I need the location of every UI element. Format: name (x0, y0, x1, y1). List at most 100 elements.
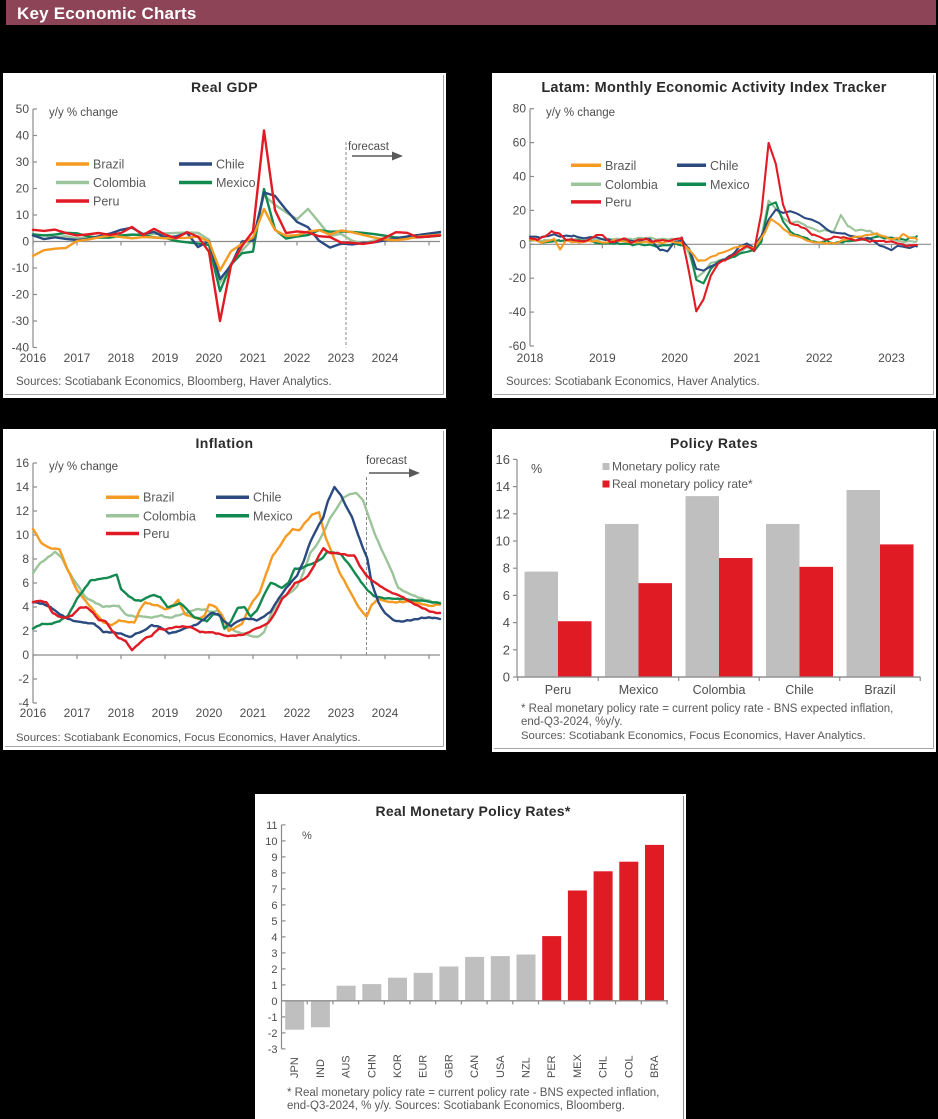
svg-text:Latam: Monthly Economic Activi: Latam: Monthly Economic Activity Index T… (541, 80, 886, 96)
svg-text:5: 5 (271, 916, 277, 928)
svg-text:Inflation: Inflation (195, 435, 253, 451)
svg-text:Sources: Scotiabank Economics,: Sources: Scotiabank Economics, Haver Ana… (506, 376, 760, 388)
svg-text:40: 40 (16, 129, 30, 143)
svg-text:11: 11 (266, 820, 277, 832)
svg-text:6: 6 (503, 588, 510, 603)
svg-text:14: 14 (16, 480, 30, 494)
svg-text:CHN: CHN (366, 1054, 378, 1078)
svg-text:Sources: Scotiabank Economics,: Sources: Scotiabank Economics, Bloomberg… (16, 376, 332, 388)
svg-text:Peru: Peru (545, 683, 571, 697)
svg-text:Brazil: Brazil (143, 491, 174, 505)
svg-text:Policy Rates: Policy Rates (670, 435, 758, 451)
svg-text:IND: IND (315, 1059, 327, 1078)
svg-text:20: 20 (513, 203, 527, 217)
svg-text:6: 6 (22, 576, 29, 590)
svg-text:60: 60 (513, 136, 527, 150)
svg-text:20: 20 (16, 182, 30, 196)
svg-text:-3: -3 (268, 1044, 278, 1056)
svg-text:KOR: KOR (392, 1054, 404, 1078)
svg-text:4: 4 (22, 600, 29, 614)
svg-text:NZL: NZL (521, 1057, 533, 1078)
svg-text:2016: 2016 (20, 706, 47, 720)
svg-text:12: 12 (496, 506, 510, 521)
svg-text:30: 30 (16, 155, 30, 169)
svg-text:* Real monetary policy rate =: * Real monetary policy rate = current po… (287, 1087, 659, 1099)
svg-text:Brazil: Brazil (864, 683, 895, 697)
svg-text:2023: 2023 (328, 706, 355, 720)
svg-text:Mexico: Mexico (216, 176, 256, 190)
svg-text:y/y % change: y/y % change (49, 107, 118, 119)
svg-text:Peru: Peru (93, 195, 119, 209)
svg-text:2019: 2019 (152, 351, 179, 365)
svg-text:-20: -20 (509, 271, 527, 285)
svg-text:-10: -10 (12, 261, 30, 275)
svg-text:2: 2 (503, 642, 510, 657)
svg-text:Chile: Chile (216, 158, 245, 172)
svg-text:0: 0 (271, 996, 277, 1008)
svg-text:2020: 2020 (661, 351, 688, 365)
svg-text:Sources: Scotiabank Economics,: Sources: Scotiabank Economics, Focus Eco… (521, 730, 866, 742)
svg-text:40: 40 (513, 170, 527, 184)
svg-text:MEX: MEX (572, 1054, 584, 1079)
svg-text:Chile: Chile (710, 159, 739, 173)
svg-text:COL: COL (623, 1055, 635, 1078)
svg-text:2023: 2023 (878, 351, 905, 365)
svg-text:%: % (531, 462, 542, 476)
svg-text:2018: 2018 (108, 706, 135, 720)
svg-text:1: 1 (271, 980, 277, 992)
svg-text:-40: -40 (12, 341, 30, 355)
svg-text:2017: 2017 (64, 706, 91, 720)
svg-text:Colombia: Colombia (693, 683, 746, 697)
svg-text:Real GDP: Real GDP (191, 79, 258, 95)
svg-text:%: % (302, 830, 312, 842)
svg-text:Mexico: Mexico (253, 509, 293, 523)
svg-text:6: 6 (271, 900, 277, 912)
svg-text:end-Q3-2024, %y/y.: end-Q3-2024, %y/y. (521, 716, 622, 728)
svg-text:Mexico: Mexico (710, 178, 750, 192)
svg-text:2016: 2016 (20, 351, 47, 365)
svg-text:12: 12 (16, 504, 30, 518)
svg-text:BRA: BRA (649, 1055, 661, 1078)
svg-text:Colombia: Colombia (143, 509, 196, 523)
svg-text:AUS: AUS (341, 1055, 353, 1078)
svg-text:2022: 2022 (284, 706, 311, 720)
svg-text:2017: 2017 (64, 351, 91, 365)
svg-text:2023: 2023 (328, 351, 355, 365)
svg-text:JPN: JPN (289, 1057, 301, 1078)
svg-text:0: 0 (22, 235, 29, 249)
svg-text:2022: 2022 (284, 351, 311, 365)
svg-text:Chile: Chile (785, 683, 814, 697)
svg-text:PER: PER (546, 1055, 558, 1078)
svg-text:y/y % change: y/y % change (546, 107, 615, 119)
svg-text:8: 8 (271, 868, 277, 880)
svg-text:2024: 2024 (372, 351, 399, 365)
svg-text:Colombia: Colombia (93, 176, 146, 190)
svg-text:-2: -2 (268, 1028, 278, 1040)
svg-text:Brazil: Brazil (605, 159, 636, 173)
svg-text:2022: 2022 (806, 351, 833, 365)
svg-text:Brazil: Brazil (93, 158, 124, 172)
svg-text:-40: -40 (509, 305, 527, 319)
svg-text:2020: 2020 (196, 706, 223, 720)
svg-text:80: 80 (513, 102, 527, 116)
svg-text:USA: USA (495, 1055, 507, 1078)
svg-text:Key Economic Charts: Key Economic Charts (17, 4, 197, 23)
svg-text:2018: 2018 (108, 351, 135, 365)
svg-text:Sources: Scotiabank Economics,: Sources: Scotiabank Economics, Focus Eco… (16, 732, 361, 744)
svg-text:-30: -30 (12, 314, 30, 328)
svg-text:8: 8 (22, 552, 29, 566)
svg-text:8: 8 (503, 561, 510, 576)
svg-text:-1: -1 (268, 1012, 278, 1024)
svg-text:2021: 2021 (734, 351, 761, 365)
svg-text:end-Q3-2024, % y/y. Sources: S: end-Q3-2024, % y/y. Sources: Scotiabank … (287, 1100, 625, 1112)
svg-text:2020: 2020 (196, 351, 223, 365)
svg-text:* Real monetary policy rate =: * Real monetary policy rate = current po… (521, 703, 893, 715)
svg-text:10: 10 (16, 528, 30, 542)
svg-text:y/y % change: y/y % change (49, 461, 118, 473)
svg-text:16: 16 (16, 456, 30, 470)
svg-text:Real Monetary Policy Rates*: Real Monetary Policy Rates* (375, 803, 570, 819)
svg-text:2021: 2021 (240, 351, 267, 365)
svg-text:forecast: forecast (366, 455, 408, 467)
svg-text:Colombia: Colombia (605, 178, 658, 192)
svg-text:Peru: Peru (143, 527, 169, 541)
